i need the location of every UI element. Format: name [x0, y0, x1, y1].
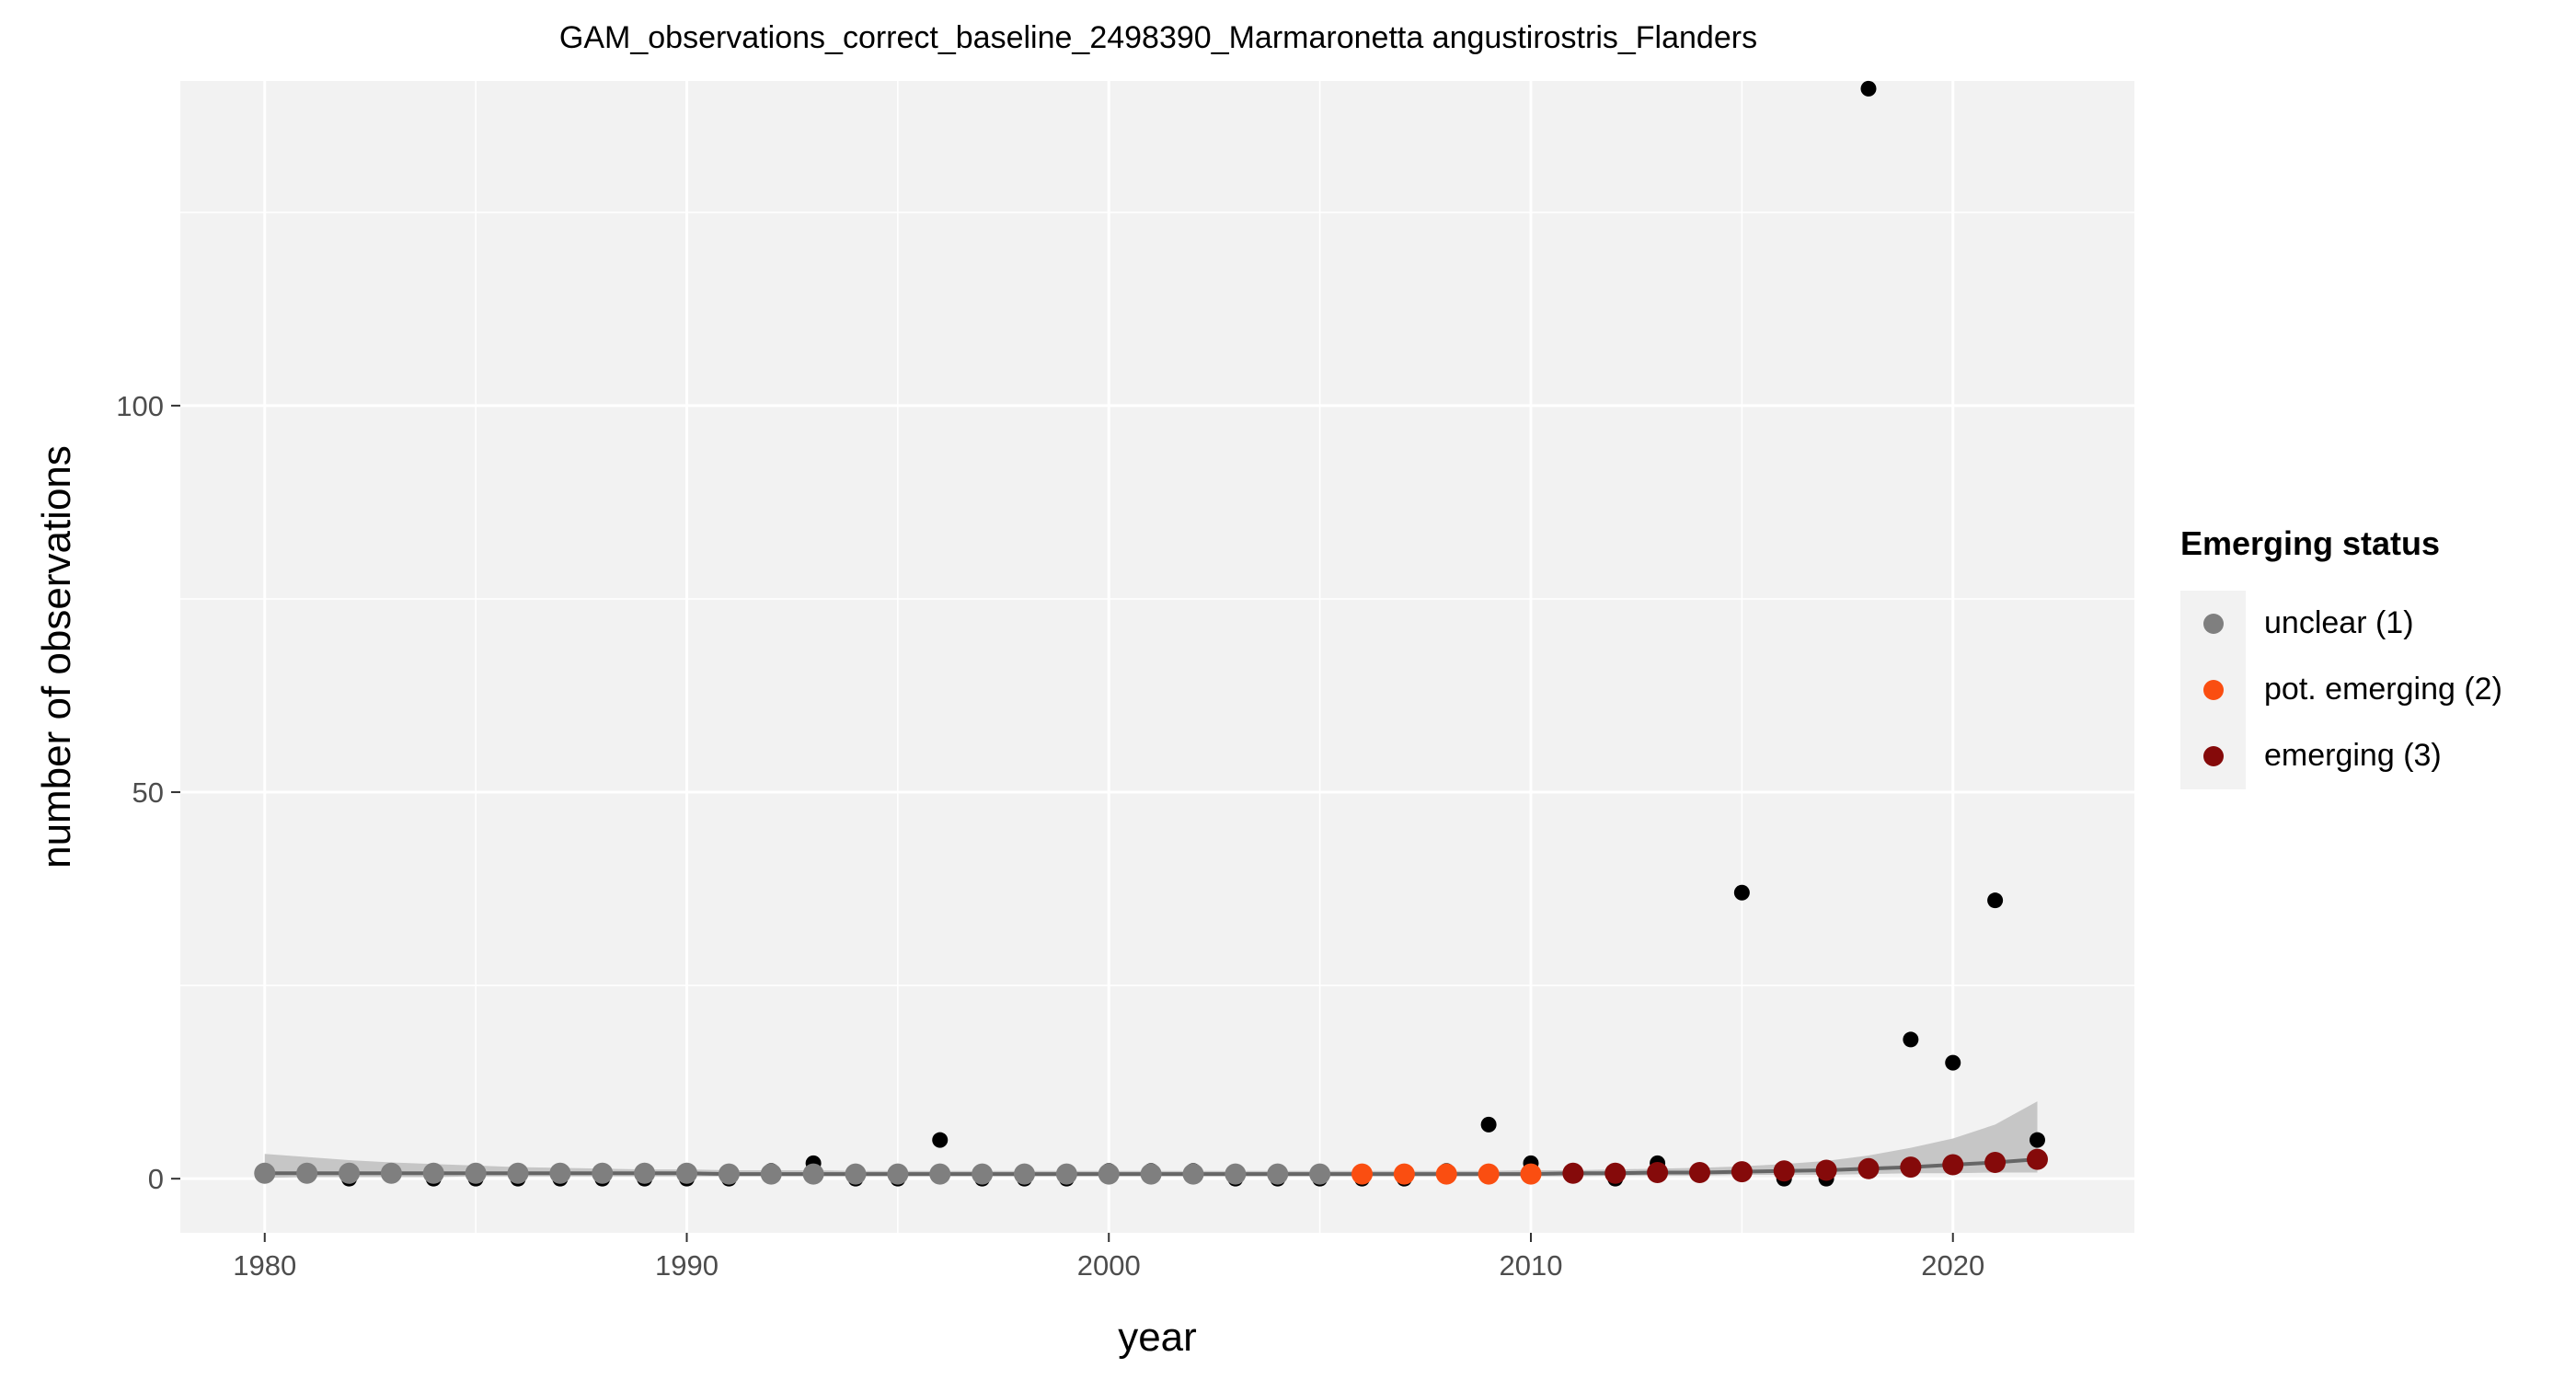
- observation-point: [1903, 1031, 1919, 1048]
- status-point: [1773, 1160, 1795, 1182]
- status-point: [1857, 1157, 1880, 1179]
- status-point: [718, 1163, 740, 1185]
- status-point: [1182, 1163, 1204, 1185]
- status-point: [1688, 1161, 1710, 1183]
- status-point: [634, 1162, 656, 1184]
- observation-point: [1987, 892, 2004, 909]
- status-point: [2026, 1148, 2048, 1170]
- status-point: [887, 1163, 909, 1185]
- y-tick-label: 100: [116, 390, 164, 422]
- x-tick-label: 1980: [233, 1249, 296, 1282]
- observation-point: [2029, 1132, 2045, 1148]
- observation-point: [1860, 80, 1877, 97]
- status-point: [802, 1163, 824, 1185]
- x-axis-label: year: [1118, 1315, 1197, 1360]
- status-point: [380, 1162, 402, 1184]
- legend-item-emerging: emerging (3): [2180, 723, 2567, 789]
- status-point: [760, 1163, 782, 1185]
- status-point: [1478, 1163, 1500, 1185]
- legend-title: Emerging status: [2180, 524, 2441, 562]
- observation-point: [1733, 884, 1750, 901]
- status-point: [465, 1162, 487, 1184]
- status-point: [1267, 1163, 1289, 1185]
- legend-label-emerging: emerging (3): [2264, 738, 2442, 773]
- status-point: [1140, 1163, 1162, 1185]
- observation-point: [1480, 1116, 1497, 1133]
- status-point: [1815, 1159, 1837, 1181]
- x-tick-label: 2010: [1500, 1249, 1563, 1282]
- legend-item-pot-emerging: pot. emerging (2): [2180, 657, 2567, 723]
- status-point: [1942, 1154, 1964, 1176]
- status-point: [296, 1162, 318, 1184]
- status-point: [1435, 1163, 1457, 1185]
- status-point: [1731, 1161, 1753, 1183]
- y-tick-label: 50: [132, 776, 164, 809]
- status-point: [1562, 1162, 1584, 1184]
- status-point: [1013, 1163, 1035, 1185]
- status-point: [1225, 1163, 1247, 1185]
- legend: Emerging status unclear (1) pot. emergin…: [2180, 524, 2502, 789]
- legend-dot-unclear: [2203, 614, 2224, 634]
- status-point: [1604, 1162, 1627, 1184]
- legend-dot-pot-emerging: [2203, 680, 2224, 700]
- status-point: [675, 1162, 697, 1184]
- status-point: [845, 1163, 867, 1185]
- status-point: [507, 1162, 529, 1184]
- grid-lines: [180, 81, 2134, 1233]
- status-point: [1098, 1163, 1120, 1185]
- status-point: [422, 1162, 444, 1184]
- x-tick-label: 2000: [1077, 1249, 1141, 1282]
- status-point: [1647, 1161, 1669, 1183]
- observation-point: [1945, 1054, 1961, 1071]
- y-axis-label: number of observations: [34, 445, 79, 868]
- status-point: [338, 1162, 360, 1184]
- status-point: [929, 1163, 951, 1185]
- x-tick-label: 2020: [1921, 1249, 1984, 1282]
- status-point: [549, 1162, 571, 1184]
- status-point: [1984, 1152, 2007, 1174]
- status-point: [1900, 1156, 1922, 1179]
- legend-label-unclear: unclear (1): [2264, 605, 2414, 640]
- legend-item-unclear: unclear (1): [2180, 591, 2567, 657]
- status-point: [1351, 1163, 1373, 1185]
- status-point: [254, 1162, 276, 1184]
- axes: 1980 1990 2000 2010 2020 0 50 100: [116, 390, 1984, 1282]
- status-point: [592, 1162, 614, 1184]
- chart-title: GAM_observations_correct_baseline_249839…: [558, 20, 1758, 55]
- status-points: [254, 1148, 2048, 1185]
- status-point: [1309, 1163, 1331, 1185]
- status-point: [1520, 1163, 1542, 1185]
- x-tick-label: 1990: [655, 1249, 719, 1282]
- y-tick-label: 0: [148, 1163, 164, 1195]
- status-point: [972, 1163, 994, 1185]
- plot-panel: [180, 81, 2134, 1233]
- observation-point: [932, 1132, 949, 1148]
- legend-label-pot-emerging: pot. emerging (2): [2264, 672, 2502, 707]
- legend-dot-emerging: [2203, 746, 2224, 766]
- status-point: [1393, 1163, 1415, 1185]
- status-point: [1055, 1163, 1077, 1185]
